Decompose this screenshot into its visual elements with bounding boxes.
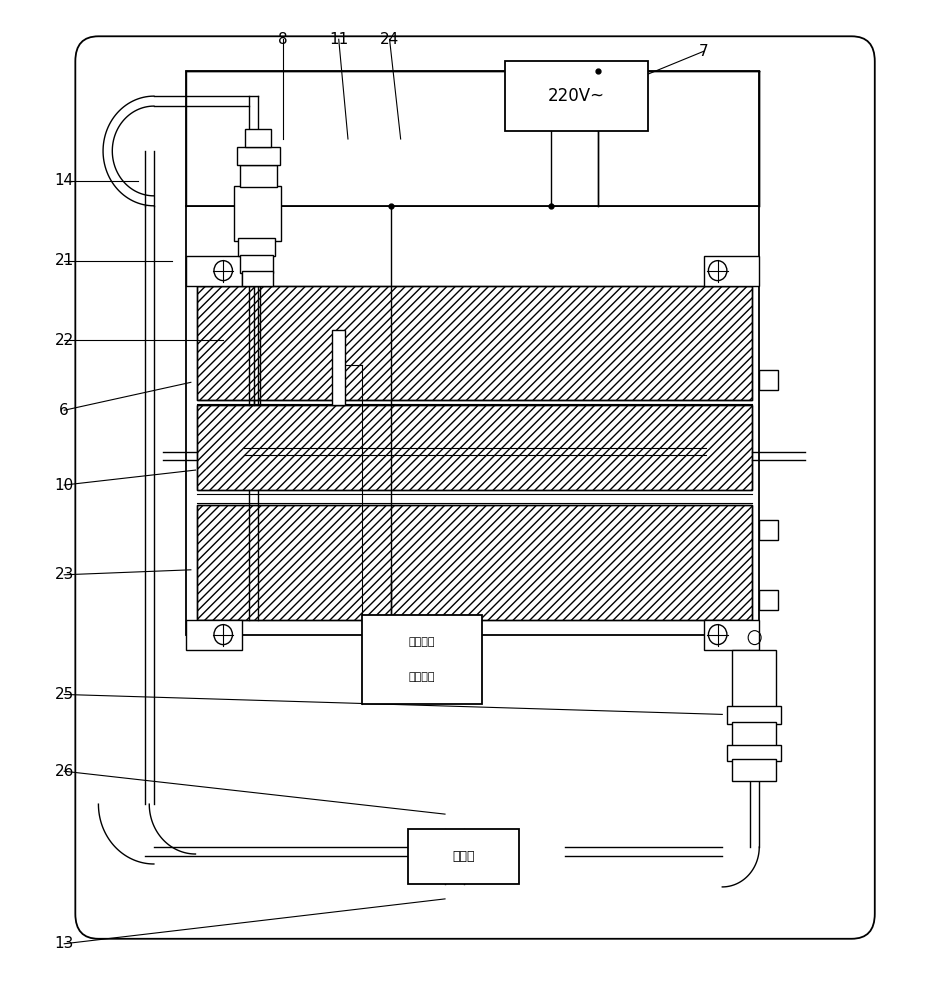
Bar <box>727 706 781 724</box>
Bar <box>240 165 277 187</box>
Bar <box>362 615 482 704</box>
Text: 11: 11 <box>329 32 349 47</box>
Text: 10: 10 <box>55 478 74 493</box>
Bar <box>186 71 759 206</box>
Bar <box>186 256 242 286</box>
Bar <box>704 620 759 650</box>
Text: 水温机: 水温机 <box>452 850 475 863</box>
Bar <box>759 520 778 540</box>
Text: 智能温度: 智能温度 <box>409 637 435 647</box>
Bar <box>246 129 272 147</box>
Bar <box>505 61 648 131</box>
Bar <box>197 405 752 490</box>
Bar <box>408 829 519 884</box>
Bar <box>235 186 281 241</box>
Text: 23: 23 <box>55 567 74 582</box>
Bar <box>197 286 752 400</box>
Bar <box>197 286 752 400</box>
Text: 220V~: 220V~ <box>548 87 605 105</box>
Bar <box>242 271 273 286</box>
Bar <box>186 620 242 650</box>
Text: 7: 7 <box>699 44 708 59</box>
Bar <box>731 722 776 747</box>
Text: 6: 6 <box>59 403 70 418</box>
Bar <box>731 759 776 781</box>
Text: 26: 26 <box>55 764 74 779</box>
Bar <box>186 206 759 635</box>
Bar <box>197 505 752 620</box>
Text: 24: 24 <box>380 32 400 47</box>
Bar <box>704 256 759 286</box>
Bar <box>727 745 781 761</box>
Text: 控制仪表: 控制仪表 <box>409 673 435 683</box>
Bar <box>238 238 275 256</box>
Bar <box>197 405 752 490</box>
Text: 13: 13 <box>55 936 74 951</box>
Text: 21: 21 <box>55 253 74 268</box>
Text: 8: 8 <box>278 32 288 47</box>
Text: 25: 25 <box>55 687 74 702</box>
Bar <box>759 590 778 610</box>
Text: 14: 14 <box>55 173 74 188</box>
Bar <box>237 147 280 165</box>
Bar <box>731 650 776 709</box>
Bar <box>759 370 778 390</box>
Bar <box>332 330 345 405</box>
Bar <box>240 255 273 273</box>
Text: 22: 22 <box>55 333 74 348</box>
Bar <box>197 505 752 620</box>
